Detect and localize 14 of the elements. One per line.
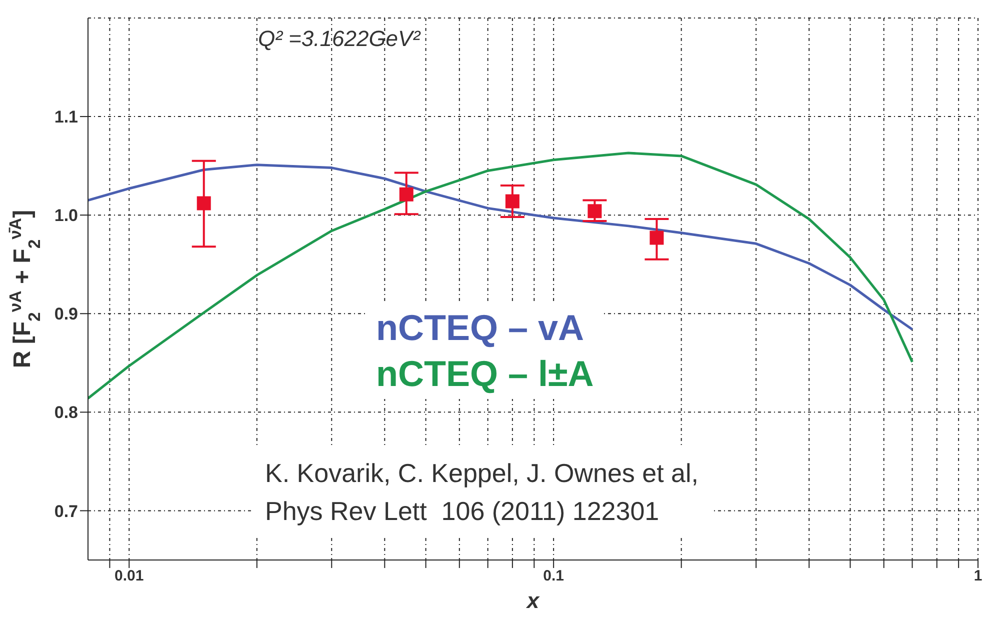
- y-tick-label: 1.0: [54, 206, 78, 226]
- text: nCTEQ – l±A: [376, 352, 594, 396]
- annotation: Q² =3.1622GeV²: [258, 26, 420, 52]
- y-tick-label: 0.7: [54, 502, 78, 521]
- annotation: K. Kovarik, C. Keppel, J. Ownes et al,: [265, 457, 699, 490]
- y-tick-label: 1.1: [54, 108, 78, 127]
- y-tick-label: 0.9: [54, 304, 78, 324]
- x-axis-title: x: [526, 588, 540, 613]
- x-tick-label: 0.01: [114, 568, 144, 585]
- x-tick-label: 1: [974, 568, 982, 585]
- text: nCTEQ – vA: [376, 306, 586, 350]
- annotation: Phys Rev Lett 106 (2011) 122301: [265, 495, 660, 528]
- x-tick-label: 0.1: [543, 568, 564, 585]
- y-tick-label: 0.8: [54, 403, 78, 422]
